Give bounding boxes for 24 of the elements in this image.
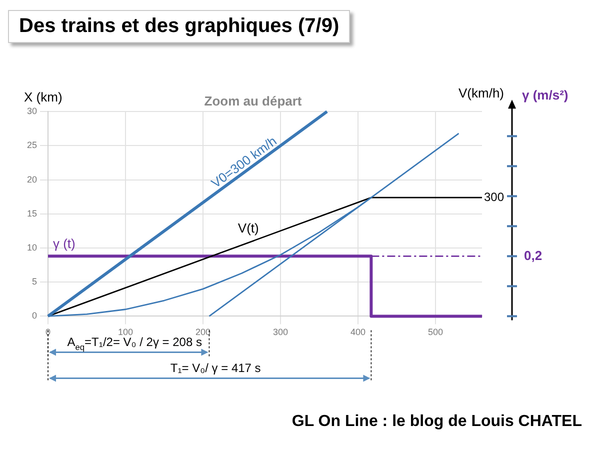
text: 300 — [484, 190, 504, 204]
x-tick-label: 200 — [195, 327, 211, 338]
text: T₁= V₀/ γ = 417 s — [170, 361, 261, 376]
chart-title: Zoom au départ — [204, 93, 302, 108]
series-label: γ (t) — [52, 236, 76, 252]
y-tick-label: 30 — [26, 106, 38, 116]
x-tick-label: 400 — [350, 327, 366, 338]
y-tick-label: 0 — [32, 310, 38, 321]
x-tick-label: 300 — [272, 327, 288, 338]
text: γ (m/s²) — [522, 88, 568, 103]
y-tick-label: 15 — [26, 208, 38, 218]
x-tick-label: 100 — [118, 327, 134, 338]
text: 0,2 — [524, 248, 542, 263]
y-tick-label: 20 — [26, 174, 38, 184]
y-tick-label: 5 — [32, 276, 38, 287]
text: GL On Line : le blog de Louis CHATEL — [292, 413, 582, 431]
series-label: V(t) — [238, 220, 259, 236]
x-tick-label: 0 — [46, 327, 51, 338]
y-tick-label: 25 — [26, 140, 38, 150]
y-axis-title: X (km) — [24, 90, 62, 105]
text: V(km/h) — [458, 86, 504, 101]
x-tick-label: 500 — [428, 327, 444, 338]
y-tick-label: 10 — [26, 242, 38, 252]
chart-subtitle: Des trains et des graphiques (7/9) — [8, 10, 350, 43]
